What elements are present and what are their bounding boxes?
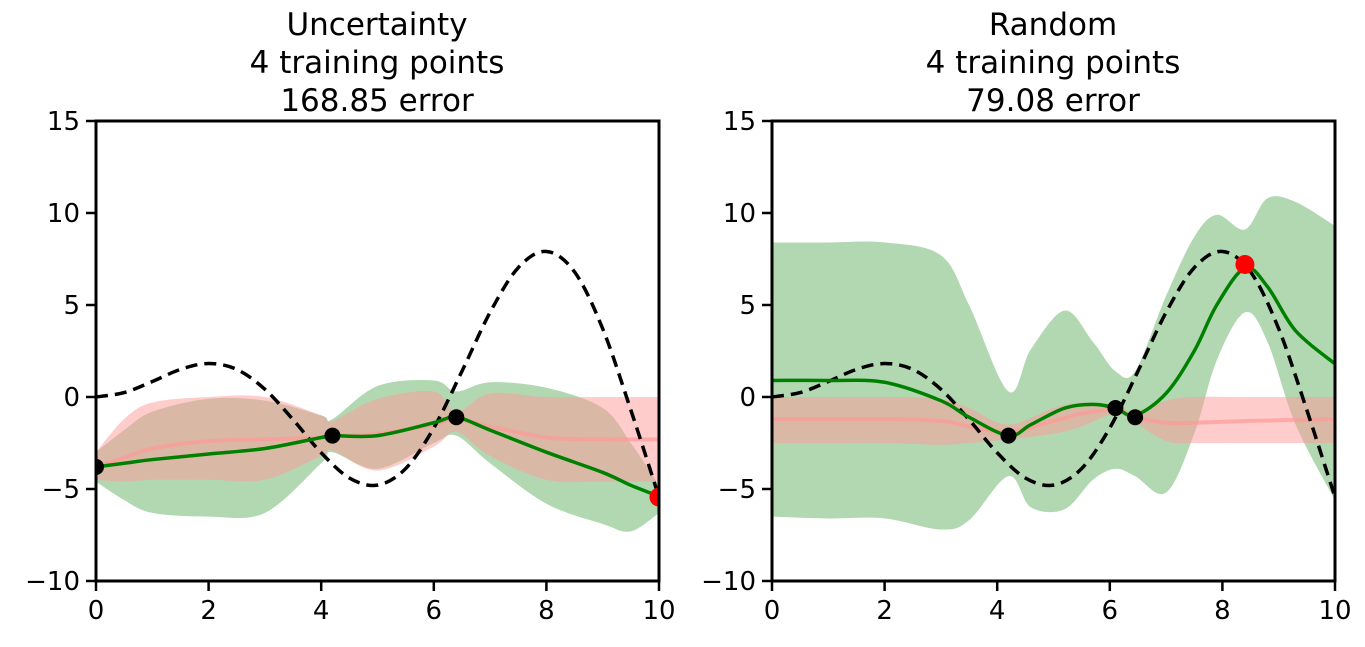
x-tick-label: 0 (88, 596, 105, 626)
x-tick-label: 2 (876, 596, 893, 626)
training-point (448, 409, 465, 426)
x-tick-label: 6 (1102, 596, 1119, 626)
y-tick-label: −10 (701, 567, 756, 597)
training-point (96, 458, 104, 475)
y-tick-label: 10 (723, 199, 756, 229)
y-tick-label: 5 (63, 291, 80, 321)
uncertainty-panel: Uncertainty 4 training points 168.85 err… (25, 7, 675, 626)
x-tick-label: 4 (313, 596, 330, 626)
panel-title-line1: Uncertainty (286, 7, 467, 43)
x-tick-label: 10 (1318, 596, 1351, 626)
y-tick-label: 0 (739, 383, 756, 413)
y-tick-label: 15 (723, 107, 756, 137)
new-query-point (649, 487, 659, 507)
x-tick-label: 4 (989, 596, 1006, 626)
y-tick-label: 0 (63, 383, 80, 413)
axes-frame (94, 119, 661, 583)
posterior-confidence-band (772, 196, 1335, 530)
y-tick-label: −5 (718, 475, 756, 505)
x-tick-label: 10 (642, 596, 675, 626)
panel-title-line3: 79.08 error (966, 83, 1140, 119)
axes-frame (770, 119, 1337, 583)
prior-mean-line (772, 407, 1335, 435)
training-point (1107, 400, 1124, 417)
y-tick-label: 5 (739, 291, 756, 321)
panel-title-line1: Random (989, 7, 1117, 43)
random-panel: Random 4 training points 79.08 error 0 2 4… (701, 7, 1351, 626)
new-query-point (1235, 255, 1255, 275)
y-tick-label: 15 (47, 107, 80, 137)
x-tick-label: 8 (538, 596, 555, 626)
y-tick-label: −5 (42, 475, 80, 505)
y-tick-label: −10 (25, 567, 80, 597)
x-tick-label: 6 (426, 596, 443, 626)
y-tick-label: 10 (47, 199, 80, 229)
training-point (1000, 427, 1017, 444)
training-point (1127, 409, 1144, 426)
posterior-mean-line (96, 415, 659, 498)
panel-title-line2: 4 training points (250, 45, 505, 81)
training-point (324, 427, 341, 444)
x-tick-label: 8 (1214, 596, 1231, 626)
x-tick-label: 0 (764, 596, 781, 626)
true-function-line (96, 249, 659, 498)
panel-title-line2: 4 training points (926, 45, 1181, 81)
x-tick-label: 2 (200, 596, 217, 626)
panel-title-line3: 168.85 error (280, 83, 474, 119)
